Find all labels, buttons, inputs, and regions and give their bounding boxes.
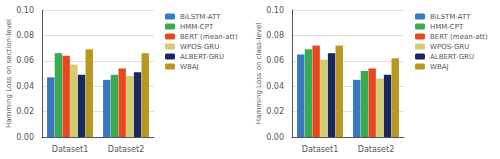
svg-text:0.02: 0.02 <box>266 107 284 116</box>
svg-text:0.02: 0.02 <box>16 107 34 116</box>
svg-text:Dataset2: Dataset2 <box>108 145 144 154</box>
svg-text:BERT (mean-att): BERT (mean-att) <box>430 33 488 41</box>
svg-text:0.00: 0.00 <box>16 133 34 142</box>
svg-text:HMM-CPT: HMM-CPT <box>180 23 214 31</box>
svg-text:0.10: 0.10 <box>16 6 34 15</box>
svg-text:0.00: 0.00 <box>266 133 284 142</box>
svg-text:WPOS-GRU: WPOS-GRU <box>430 43 469 51</box>
svg-text:0.08: 0.08 <box>16 31 34 40</box>
svg-text:0.08: 0.08 <box>266 31 284 40</box>
svg-text:WBAJ: WBAJ <box>430 63 449 71</box>
svg-text:ALBERT-GRU: ALBERT-GRU <box>180 53 224 61</box>
svg-text:Hamming Loss on class-level: Hamming Loss on class-level <box>255 23 263 124</box>
svg-text:BERT (mean-att): BERT (mean-att) <box>180 33 238 41</box>
svg-text:BiLSTM-ATT: BiLSTM-ATT <box>180 13 221 21</box>
svg-text:HMM-CPT: HMM-CPT <box>430 23 464 31</box>
svg-text:Hamming Loss on section-level: Hamming Loss on section-level <box>5 19 13 128</box>
svg-text:ALBERT-GRU: ALBERT-GRU <box>430 53 474 61</box>
svg-text:0.06: 0.06 <box>266 56 284 65</box>
svg-text:0.04: 0.04 <box>266 82 284 91</box>
svg-text:0.04: 0.04 <box>16 82 34 91</box>
svg-text:WBAJ: WBAJ <box>180 63 199 71</box>
svg-text:0.10: 0.10 <box>266 6 284 15</box>
svg-text:Dataset2: Dataset2 <box>358 145 394 154</box>
svg-text:Dataset1: Dataset1 <box>302 145 338 154</box>
svg-text:BiLSTM-ATT: BiLSTM-ATT <box>430 13 471 21</box>
svg-text:0.06: 0.06 <box>16 56 34 65</box>
svg-text:WPOS-GRU: WPOS-GRU <box>180 43 219 51</box>
svg-text:Dataset1: Dataset1 <box>52 145 88 154</box>
